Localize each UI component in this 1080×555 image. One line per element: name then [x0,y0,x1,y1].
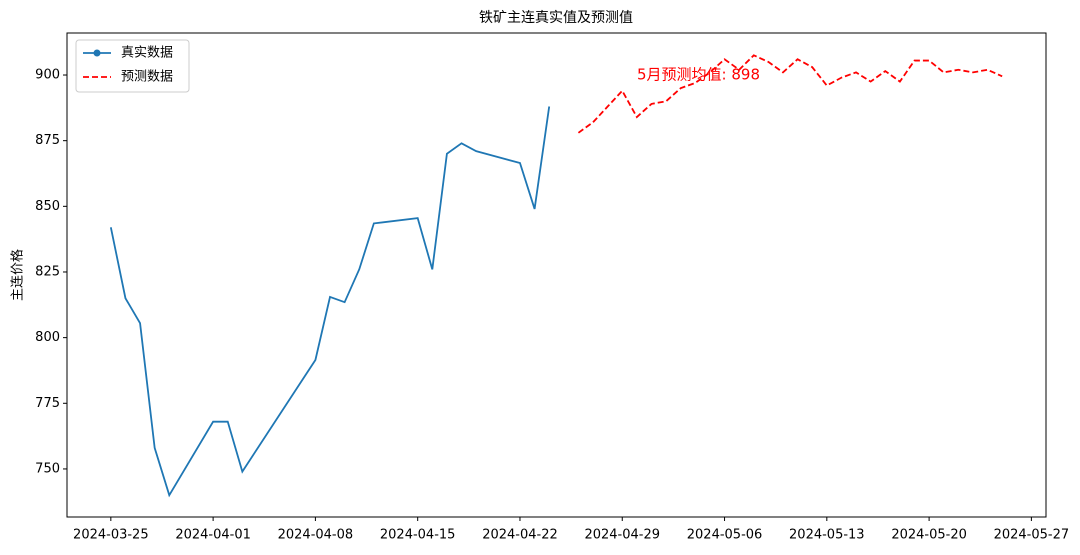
y-tick-label: 875 [35,133,60,148]
legend-marker [93,49,101,57]
x-tick-label: 2024-03-25 [73,528,149,543]
y-tick-label: 800 [35,330,60,345]
plot-frame [66,32,1047,518]
y-tick-label: 750 [35,461,60,476]
chart-title: 铁矿主连真实值及预测值 [479,10,633,26]
x-tick-label: 2024-05-06 [687,528,763,543]
y-tick-label: 850 [35,199,60,214]
x-tick-label: 2024-04-08 [278,528,354,543]
x-tick-label: 2024-05-13 [789,528,865,543]
legend-label: 预测数据 [121,70,173,85]
annotation: 5月预测均值: 898 [637,66,760,84]
x-tick-label: 2024-04-15 [380,528,456,543]
y-tick-label: 775 [35,396,60,411]
x-tick-label: 2024-05-20 [891,528,967,543]
x-tick-label: 2024-04-01 [175,528,251,543]
series-line [109,106,551,498]
x-tick-label: 2024-04-29 [584,528,660,543]
y-axis-label: 主连价格 [10,249,26,301]
x-tick-label: 2024-05-27 [994,528,1070,543]
series-line [577,54,1003,134]
x-tick-label: 2024-04-22 [482,528,558,543]
y-tick-label: 825 [35,264,60,279]
legend-label: 真实数据 [121,46,173,61]
y-tick-label: 900 [35,68,60,83]
